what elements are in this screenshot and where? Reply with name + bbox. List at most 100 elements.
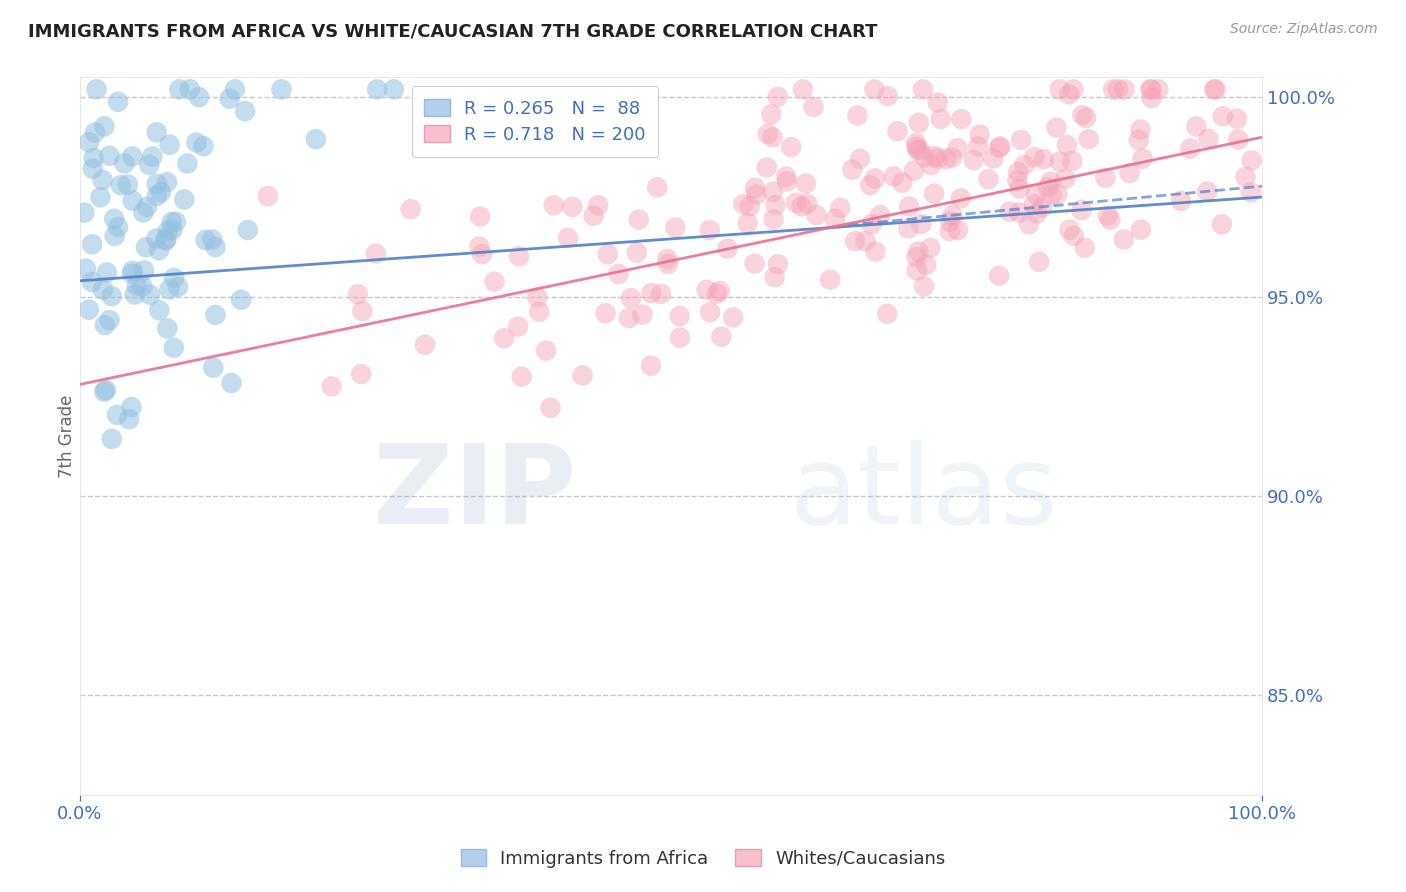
Point — [224, 82, 246, 96]
Point — [529, 305, 551, 319]
Point — [156, 321, 179, 335]
Point — [941, 151, 963, 165]
Point — [104, 228, 127, 243]
Point — [204, 308, 226, 322]
Point — [1094, 170, 1116, 185]
Point — [202, 360, 225, 375]
Point — [776, 174, 799, 188]
Point — [640, 359, 662, 373]
Point — [159, 137, 181, 152]
Point — [121, 194, 143, 208]
Point — [595, 306, 617, 320]
Point — [540, 401, 562, 415]
Point — [907, 116, 929, 130]
Point — [626, 245, 648, 260]
Point — [766, 257, 789, 271]
Point — [891, 176, 914, 190]
Point — [162, 223, 184, 237]
Point — [257, 189, 280, 203]
Point — [107, 220, 129, 235]
Point — [138, 158, 160, 172]
Point — [160, 215, 183, 229]
Point — [103, 211, 125, 226]
Point — [135, 200, 157, 214]
Point — [1008, 205, 1031, 219]
Point — [586, 198, 609, 212]
Point — [94, 383, 117, 397]
Point — [148, 243, 170, 257]
Point — [1057, 87, 1080, 102]
Point — [1063, 228, 1085, 243]
Point — [946, 223, 969, 237]
Point — [193, 139, 215, 153]
Point — [1032, 153, 1054, 167]
Point — [167, 279, 190, 293]
Point — [988, 141, 1011, 155]
Point — [990, 139, 1012, 153]
Point — [1097, 209, 1119, 223]
Point — [163, 271, 186, 285]
Point — [949, 191, 972, 205]
Point — [125, 278, 148, 293]
Point — [145, 231, 167, 245]
Point — [775, 169, 797, 184]
Point — [1062, 153, 1084, 168]
Point — [1212, 109, 1234, 123]
Text: IMMIGRANTS FROM AFRICA VS WHITE/CAUCASIAN 7TH GRADE CORRELATION CHART: IMMIGRANTS FROM AFRICA VS WHITE/CAUCASIA… — [28, 22, 877, 40]
Point — [1025, 206, 1047, 220]
Point — [1118, 166, 1140, 180]
Point — [1129, 222, 1152, 236]
Text: atlas: atlas — [789, 440, 1057, 547]
Point — [863, 82, 886, 96]
Point — [508, 249, 530, 263]
Point — [983, 152, 1005, 166]
Point — [607, 267, 630, 281]
Point — [863, 171, 886, 186]
Point — [1140, 82, 1163, 96]
Point — [1107, 82, 1129, 96]
Point — [470, 210, 492, 224]
Point — [699, 305, 721, 319]
Point — [818, 272, 841, 286]
Point — [1074, 241, 1097, 255]
Point — [1140, 91, 1163, 105]
Point — [155, 233, 177, 247]
Point — [762, 185, 785, 199]
Point — [1112, 232, 1135, 246]
Point — [91, 283, 114, 297]
Point — [132, 205, 155, 219]
Point — [526, 290, 548, 304]
Point — [157, 282, 180, 296]
Point — [107, 95, 129, 109]
Point — [631, 308, 654, 322]
Point — [780, 140, 803, 154]
Point — [744, 181, 766, 195]
Point — [1205, 82, 1227, 96]
Point — [165, 215, 187, 229]
Point — [710, 329, 733, 343]
Text: ZIP: ZIP — [373, 440, 576, 547]
Point — [924, 149, 946, 163]
Point — [905, 143, 928, 157]
Point — [112, 156, 135, 170]
Point — [176, 156, 198, 170]
Point — [841, 162, 863, 177]
Point — [156, 175, 179, 189]
Point — [859, 178, 882, 192]
Point — [969, 128, 991, 142]
Point — [91, 173, 114, 187]
Point — [94, 318, 117, 332]
Point — [706, 286, 728, 301]
Point — [794, 177, 817, 191]
Point — [1226, 112, 1249, 126]
Point — [80, 275, 103, 289]
Point — [844, 234, 866, 248]
Point — [121, 264, 143, 278]
Point — [737, 216, 759, 230]
Point — [733, 197, 755, 211]
Point — [914, 150, 936, 164]
Point — [657, 257, 679, 271]
Point — [571, 368, 593, 383]
Point — [766, 90, 789, 104]
Point — [221, 376, 243, 390]
